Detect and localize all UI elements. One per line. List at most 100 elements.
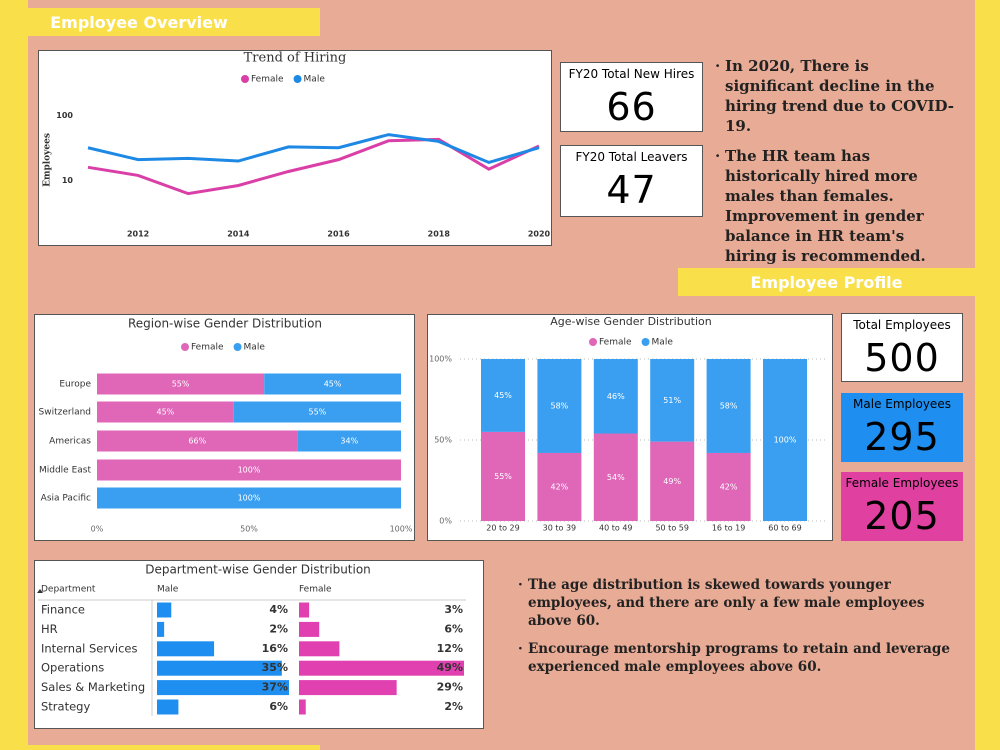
category-label: Europe <box>59 380 91 390</box>
x-tick-label: 2018 <box>428 230 451 239</box>
value-label: 66% <box>188 437 206 446</box>
bar-segment <box>97 430 298 452</box>
x-tick-label: 2020 <box>528 230 551 239</box>
bar <box>299 602 310 618</box>
header-text: Employee Profile <box>750 272 903 292</box>
bar-segment <box>537 452 582 521</box>
kpi-label: FY20 Total Leavers <box>575 150 688 164</box>
value-label: 45% <box>157 408 175 417</box>
x-tick-label: 2012 <box>127 230 149 239</box>
kpi-label: Male Employees <box>853 397 951 411</box>
note: In 2020, There is significant decline in… <box>715 56 960 136</box>
x-tick-label: 50% <box>240 525 258 534</box>
chart-title: Age-wise Gender Distribution <box>550 315 712 328</box>
x-tick-label: 2014 <box>227 230 250 239</box>
value-label: 4% <box>269 603 288 616</box>
kpi-value: 295 <box>864 415 940 459</box>
bar-segment <box>537 359 582 453</box>
bar <box>299 699 306 715</box>
value-label: 100% <box>774 436 797 445</box>
legend-marker <box>181 343 189 351</box>
kpi-label: Total Employees <box>853 318 951 332</box>
value-label: 49% <box>437 661 463 674</box>
value-label: 58% <box>551 401 569 410</box>
legend-label: Male <box>304 75 326 85</box>
value-label: 2% <box>444 700 463 713</box>
legend-label: Male <box>244 343 266 353</box>
category-label: Operations <box>41 661 104 675</box>
y-tick-label: 100 <box>56 111 73 120</box>
kpi-card: Female Employees 205 <box>841 472 963 541</box>
bar-segment <box>650 359 695 442</box>
chart-title: Trend of Hiring <box>244 51 347 66</box>
bar <box>157 660 282 676</box>
value-label: 100% <box>238 494 261 503</box>
category-label: Switzerland <box>39 408 92 418</box>
value-label: 49% <box>663 477 681 486</box>
category-label: 50 to 59 <box>655 524 688 533</box>
bar <box>157 680 289 696</box>
category-label: 30 to 39 <box>543 524 576 533</box>
value-label: 51% <box>663 396 681 405</box>
kpi-value: 66 <box>606 85 657 129</box>
bar <box>299 660 464 676</box>
legend-label: Female <box>599 338 632 348</box>
note: The HR team has historically hired more … <box>715 146 960 266</box>
value-label: 6% <box>269 700 288 713</box>
value-label: 42% <box>551 482 569 491</box>
strip <box>975 0 1000 750</box>
note: The age distribution is skewed towards y… <box>518 576 958 630</box>
y-tick-label: 10 <box>62 176 74 185</box>
bar-segment <box>297 430 401 452</box>
bar-segment <box>97 487 401 509</box>
value-label: 6% <box>444 622 463 635</box>
legend-marker <box>589 338 597 346</box>
line <box>87 133 540 165</box>
value-label: 55% <box>172 380 190 389</box>
value-label: 16% <box>262 642 288 655</box>
kpi-value: 205 <box>864 494 940 538</box>
header-text: Employee Overview <box>50 12 228 32</box>
kpi-value: 47 <box>606 168 657 212</box>
legend-marker <box>233 343 242 351</box>
kpi-label: Female Employees <box>845 476 959 490</box>
bar-segment <box>233 401 401 423</box>
bar-segment <box>650 441 695 521</box>
x-tick-label: 0% <box>91 525 104 534</box>
column-header: Male <box>157 585 179 595</box>
value-label: 34% <box>340 437 358 446</box>
category-label: 40 to 49 <box>599 524 632 533</box>
bar-segment <box>97 459 401 481</box>
bar <box>299 621 320 637</box>
bar <box>157 602 172 618</box>
legend-label: Female <box>191 343 224 353</box>
strip <box>0 0 28 750</box>
value-label: 54% <box>607 473 625 482</box>
category-label: Middle East <box>39 466 91 476</box>
kpi-card: Total Employees 500 <box>841 313 963 382</box>
value-label: 55% <box>494 472 512 481</box>
bar <box>299 680 397 696</box>
notes: In 2020, There is significant decline in… <box>715 56 960 276</box>
value-label: 37% <box>262 681 288 694</box>
category-label: Americas <box>49 437 91 447</box>
category-label: Asia Pacific <box>41 494 91 504</box>
section-header: Employee Profile <box>678 268 975 296</box>
category-label: Internal Services <box>41 641 137 655</box>
kpi-card: FY20 Total Leavers 47 <box>560 145 703 217</box>
sort-icon <box>37 589 43 593</box>
legend-label: Female <box>251 75 284 85</box>
category-label: 20 to 29 <box>486 524 519 533</box>
value-label: 42% <box>720 482 738 491</box>
chart-title: Department-wise Gender Distribution <box>145 563 371 577</box>
bar-segment <box>763 359 807 521</box>
value-label: 45% <box>494 391 512 400</box>
legend-marker <box>293 75 302 83</box>
value-label: 100% <box>238 466 261 475</box>
y-tick-label: 0% <box>439 517 452 526</box>
category-label: 16 to 19 <box>712 524 745 533</box>
bar-segment <box>481 359 525 432</box>
column-header: Female <box>299 585 332 595</box>
value-label: 2% <box>269 622 288 635</box>
